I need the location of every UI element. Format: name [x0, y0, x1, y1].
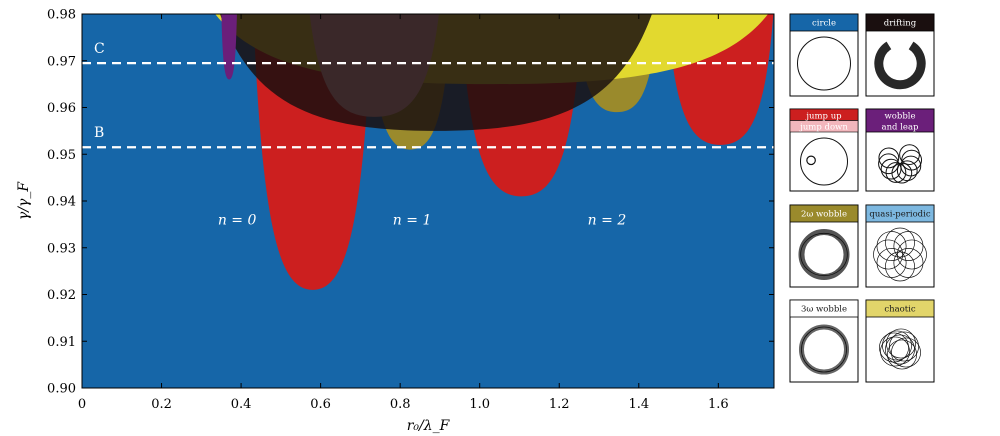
- thumb-orbit-2: [801, 326, 847, 373]
- x-tick-label: 1.4: [628, 397, 649, 412]
- x-tick-label: 0.4: [231, 397, 252, 412]
- y-tick-label: 0.94: [47, 195, 76, 210]
- y-axis: 0.90 0.91 0.92 0.93 0.94 0.95 0.96 0.97 0.98: [47, 8, 774, 397]
- legend-swatch: [865, 299, 935, 318]
- thumb-loop: [887, 339, 917, 370]
- reference-line-label-b: B: [94, 125, 104, 141]
- x-axis: 0 0.2 0.4 0.6 0.8 1.0 1.2 1.4 1.6: [78, 14, 729, 412]
- legend-item-drifting: drifting: [865, 13, 935, 97]
- thumb-loop: [885, 162, 907, 183]
- legend-swatch: [789, 204, 859, 223]
- legend-item-chaotic: chaotic: [865, 299, 935, 383]
- thumb-orbit: [874, 41, 926, 90]
- legend-label: jump up: [805, 112, 842, 122]
- annotation-mode-2: n = 2: [588, 212, 627, 228]
- x-tick-label: 0.2: [151, 397, 172, 412]
- thumb-orbit-2: [800, 232, 848, 277]
- thumb-loop: [896, 160, 918, 182]
- legend-swatch: [865, 13, 935, 32]
- thumb-loop: [880, 158, 902, 180]
- legend-swatch: [865, 108, 935, 133]
- annotation-mode-1: n = 1: [393, 212, 432, 228]
- legend-swatch: [865, 204, 935, 223]
- thumb-loop: [891, 337, 921, 368]
- thumb-loop: [878, 147, 900, 169]
- regime-regions: [215, 14, 774, 290]
- y-tick-label: 0.90: [47, 382, 76, 397]
- thumb-orbit: [800, 137, 848, 186]
- thumb-loop: [873, 239, 903, 270]
- y-tick-label: 0.98: [47, 8, 76, 23]
- legend-label: circle: [812, 19, 836, 29]
- legend-label: chaotic: [884, 305, 916, 315]
- y-axis-label: γ/γ_F: [16, 181, 32, 220]
- legend-label: wobble: [884, 112, 915, 122]
- thumb-loop: [879, 332, 909, 363]
- thumb-loop: [886, 328, 916, 359]
- x-tick-label: 1.0: [469, 397, 490, 412]
- region-drifting-7: [220, 14, 652, 131]
- y-tick-label: 0.91: [47, 335, 76, 350]
- thumb-loop: [876, 231, 907, 261]
- thumb-loop: [893, 248, 924, 278]
- y-tick-label: 0.96: [47, 101, 76, 116]
- legend-swatch: [789, 299, 859, 318]
- y-tick-label: 0.93: [47, 241, 76, 256]
- thumb-loop: [885, 227, 915, 258]
- thumb-loop: [893, 231, 924, 261]
- thumb-loop: [882, 330, 912, 361]
- y-tick-label: 0.92: [47, 288, 76, 303]
- mode-annotations: n = 0 n = 1 n = 2: [218, 212, 627, 228]
- thumb-inner-orbit: [806, 155, 816, 166]
- legend-label: 3ω wobble: [801, 305, 847, 315]
- thumb-orbit: [797, 36, 851, 91]
- legend-swatch-2: [789, 120, 859, 133]
- legend-label: drifting: [884, 19, 917, 29]
- thumb-loop: [878, 153, 899, 175]
- x-tick-label: 0.6: [310, 397, 331, 412]
- y-tick-label: 0.97: [47, 54, 76, 69]
- x-axis-label: r₀/λ_F: [407, 418, 451, 434]
- thumb-loop: [896, 239, 927, 270]
- y-tick-label: 0.95: [47, 148, 76, 163]
- thumb-loop: [885, 251, 915, 282]
- x-tick-label: 1.6: [708, 397, 729, 412]
- legend-item-wobble2: 2ω wobble: [789, 204, 859, 288]
- reference-lines: CB: [82, 41, 774, 149]
- thumb-orbit: [798, 228, 850, 281]
- legend-item-circle: circle: [789, 13, 859, 97]
- thumb-loop: [876, 248, 907, 278]
- legend-label: quasi-periodic: [869, 210, 930, 220]
- reference-line-label-c: C: [94, 41, 105, 57]
- legend-label-2: and leap: [882, 123, 920, 133]
- x-tick-label: 0.8: [390, 397, 411, 412]
- legend-item-quasi: quasi-periodic: [865, 204, 935, 288]
- legend-label: 2ω wobble: [801, 210, 847, 220]
- legend-swatch: [789, 13, 859, 32]
- legend-item-wobble3: 3ω wobble: [789, 299, 859, 383]
- annotation-mode-0: n = 0: [218, 212, 257, 228]
- x-tick-label: 0: [78, 397, 86, 412]
- legend-label-2: jump down: [799, 123, 848, 133]
- x-tick-label: 1.2: [549, 397, 570, 412]
- thumb-loop: [880, 336, 910, 367]
